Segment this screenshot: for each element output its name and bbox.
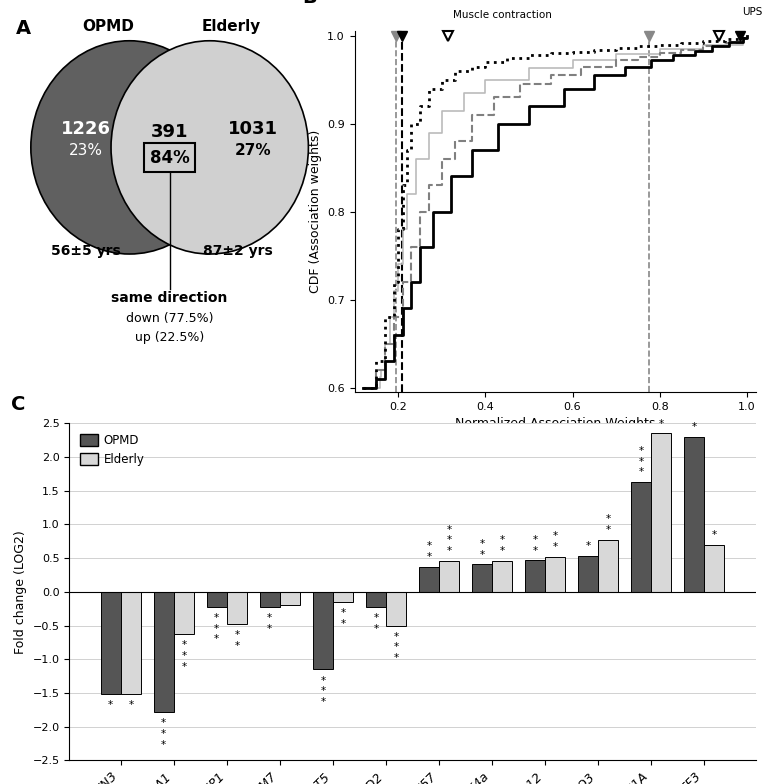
Text: 1226: 1226 [62,120,111,137]
Text: *: * [638,456,644,466]
Text: *: * [553,532,557,541]
Text: *: * [692,422,697,432]
Text: *: * [268,623,272,633]
Text: *: * [214,613,219,622]
Text: UPS: UPS [742,7,763,17]
Text: *: * [500,546,505,556]
Bar [704,545,725,592]
Text: 23%: 23% [69,143,103,158]
Text: 87±2 yrs: 87±2 yrs [203,244,272,258]
Legend: OPMD, Elderly: OPMD, Elderly [76,430,150,470]
Bar [173,592,194,634]
Text: *: * [320,676,325,685]
Text: *: * [108,700,113,710]
Bar [419,567,439,592]
Text: *: * [712,530,717,540]
Text: *: * [606,525,611,535]
Text: *: * [393,632,399,641]
Text: *: * [181,662,187,672]
Text: *: * [500,535,505,546]
Bar [333,592,353,602]
Text: *: * [533,546,537,556]
Ellipse shape [111,41,308,254]
Text: *: * [446,535,452,546]
Text: up (22.5%): up (22.5%) [135,331,204,343]
Bar [472,564,492,592]
Text: OPMD: OPMD [82,19,134,34]
Text: *: * [480,539,484,549]
Text: *: * [480,550,484,560]
Text: *: * [426,552,432,562]
Text: *: * [638,467,644,477]
Text: Elderly: Elderly [202,19,261,34]
Bar [545,557,565,592]
Text: 84%: 84% [150,149,190,167]
Bar [280,592,300,605]
Bar [153,592,173,712]
Text: *: * [373,613,379,622]
Y-axis label: Fold change (LOG2): Fold change (LOG2) [14,530,27,654]
Text: *: * [341,619,345,629]
Ellipse shape [31,41,228,254]
Text: *: * [181,641,187,651]
Text: *: * [161,739,167,750]
Text: *: * [606,514,611,524]
Text: *: * [638,446,644,456]
Text: *: * [234,630,240,641]
Y-axis label: CDF (Association weights): CDF (Association weights) [308,130,322,293]
Text: *: * [341,608,345,618]
Text: *: * [426,542,432,551]
Text: *: * [393,653,399,663]
Text: *: * [161,718,167,728]
Bar [525,561,545,592]
Text: *: * [373,623,379,633]
Text: B: B [302,0,318,6]
X-axis label: Normalized Association Weights: Normalized Association Weights [455,417,655,430]
Bar [684,437,704,592]
Text: same direction: same direction [112,291,227,305]
Bar [492,561,512,592]
Text: *: * [234,641,240,652]
Bar [260,592,280,607]
Bar [578,556,598,592]
Text: *: * [658,419,664,429]
Text: 27%: 27% [234,143,271,158]
Bar [439,561,460,592]
Bar [313,592,333,670]
Text: *: * [393,643,399,652]
Bar [121,592,141,695]
Text: *: * [214,623,219,633]
Bar [651,434,672,592]
Text: A: A [15,19,31,38]
Text: *: * [181,652,187,661]
Text: Muscle contraction: Muscle contraction [453,9,551,20]
Text: *: * [446,524,452,535]
Text: *: * [553,543,557,552]
Text: *: * [320,697,325,707]
Text: 391: 391 [151,123,188,140]
Bar [386,592,406,626]
Text: *: * [585,542,591,551]
Bar [207,592,227,607]
Text: down (77.5%): down (77.5%) [126,312,214,325]
Text: *: * [533,535,537,545]
Text: 56±5 yrs: 56±5 yrs [52,244,121,258]
Bar [227,592,247,624]
Bar [598,540,618,592]
Text: *: * [320,686,325,696]
Bar [144,143,195,172]
Text: *: * [128,700,133,710]
Bar [631,482,651,592]
Text: C: C [11,395,25,414]
Bar [100,592,121,695]
Text: *: * [446,546,452,556]
Text: *: * [268,613,272,622]
Text: *: * [161,729,167,739]
Text: 1031: 1031 [228,120,278,137]
Text: *: * [214,634,219,644]
Bar [365,592,386,607]
